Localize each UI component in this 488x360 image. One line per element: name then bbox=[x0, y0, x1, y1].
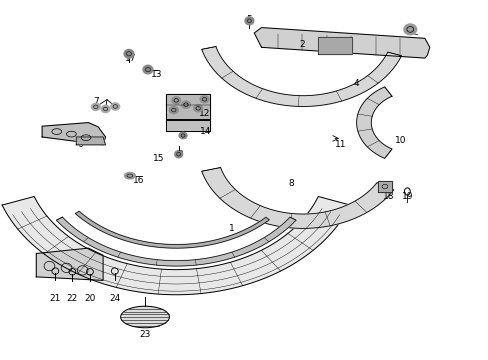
Ellipse shape bbox=[179, 132, 186, 139]
Text: 4: 4 bbox=[353, 79, 359, 88]
Text: 3: 3 bbox=[407, 28, 412, 37]
Ellipse shape bbox=[200, 96, 208, 103]
Polygon shape bbox=[317, 37, 351, 54]
Text: 16: 16 bbox=[133, 176, 144, 185]
Text: 7: 7 bbox=[93, 96, 99, 105]
Ellipse shape bbox=[124, 172, 135, 179]
Text: 13: 13 bbox=[151, 70, 162, 79]
Polygon shape bbox=[2, 197, 349, 295]
Text: 18: 18 bbox=[382, 192, 393, 201]
Text: 14: 14 bbox=[200, 127, 211, 136]
Text: 17: 17 bbox=[125, 54, 136, 63]
Ellipse shape bbox=[403, 24, 416, 35]
Text: 19: 19 bbox=[401, 192, 413, 201]
Ellipse shape bbox=[91, 103, 100, 111]
Text: 11: 11 bbox=[335, 140, 346, 149]
Ellipse shape bbox=[174, 150, 182, 158]
Text: 24: 24 bbox=[109, 294, 121, 303]
Ellipse shape bbox=[181, 101, 190, 108]
Text: 10: 10 bbox=[394, 136, 406, 145]
Text: 9: 9 bbox=[177, 150, 183, 159]
Text: 12: 12 bbox=[199, 109, 210, 118]
Text: 2: 2 bbox=[299, 40, 304, 49]
Text: 1: 1 bbox=[229, 224, 235, 233]
Polygon shape bbox=[76, 137, 105, 145]
Text: 5: 5 bbox=[246, 15, 252, 24]
Ellipse shape bbox=[111, 103, 120, 110]
Polygon shape bbox=[36, 248, 103, 280]
Polygon shape bbox=[202, 167, 393, 228]
Text: 15: 15 bbox=[153, 154, 164, 163]
Text: 23: 23 bbox=[139, 330, 150, 339]
Polygon shape bbox=[254, 28, 429, 58]
Ellipse shape bbox=[169, 107, 178, 114]
Ellipse shape bbox=[143, 65, 153, 74]
Polygon shape bbox=[202, 46, 401, 107]
Polygon shape bbox=[42, 123, 105, 145]
Ellipse shape bbox=[193, 105, 202, 112]
Text: 21: 21 bbox=[49, 294, 61, 303]
Ellipse shape bbox=[244, 17, 253, 25]
Text: 20: 20 bbox=[84, 294, 96, 303]
Text: 6: 6 bbox=[77, 140, 83, 149]
Polygon shape bbox=[356, 87, 391, 158]
Ellipse shape bbox=[171, 97, 180, 104]
Text: 22: 22 bbox=[66, 294, 78, 303]
Polygon shape bbox=[377, 181, 391, 192]
Polygon shape bbox=[56, 217, 295, 266]
Ellipse shape bbox=[121, 306, 169, 328]
Text: 8: 8 bbox=[287, 179, 293, 188]
Ellipse shape bbox=[101, 105, 110, 113]
Polygon shape bbox=[75, 211, 269, 248]
Polygon shape bbox=[166, 94, 210, 119]
Ellipse shape bbox=[124, 49, 134, 58]
Polygon shape bbox=[166, 120, 210, 131]
